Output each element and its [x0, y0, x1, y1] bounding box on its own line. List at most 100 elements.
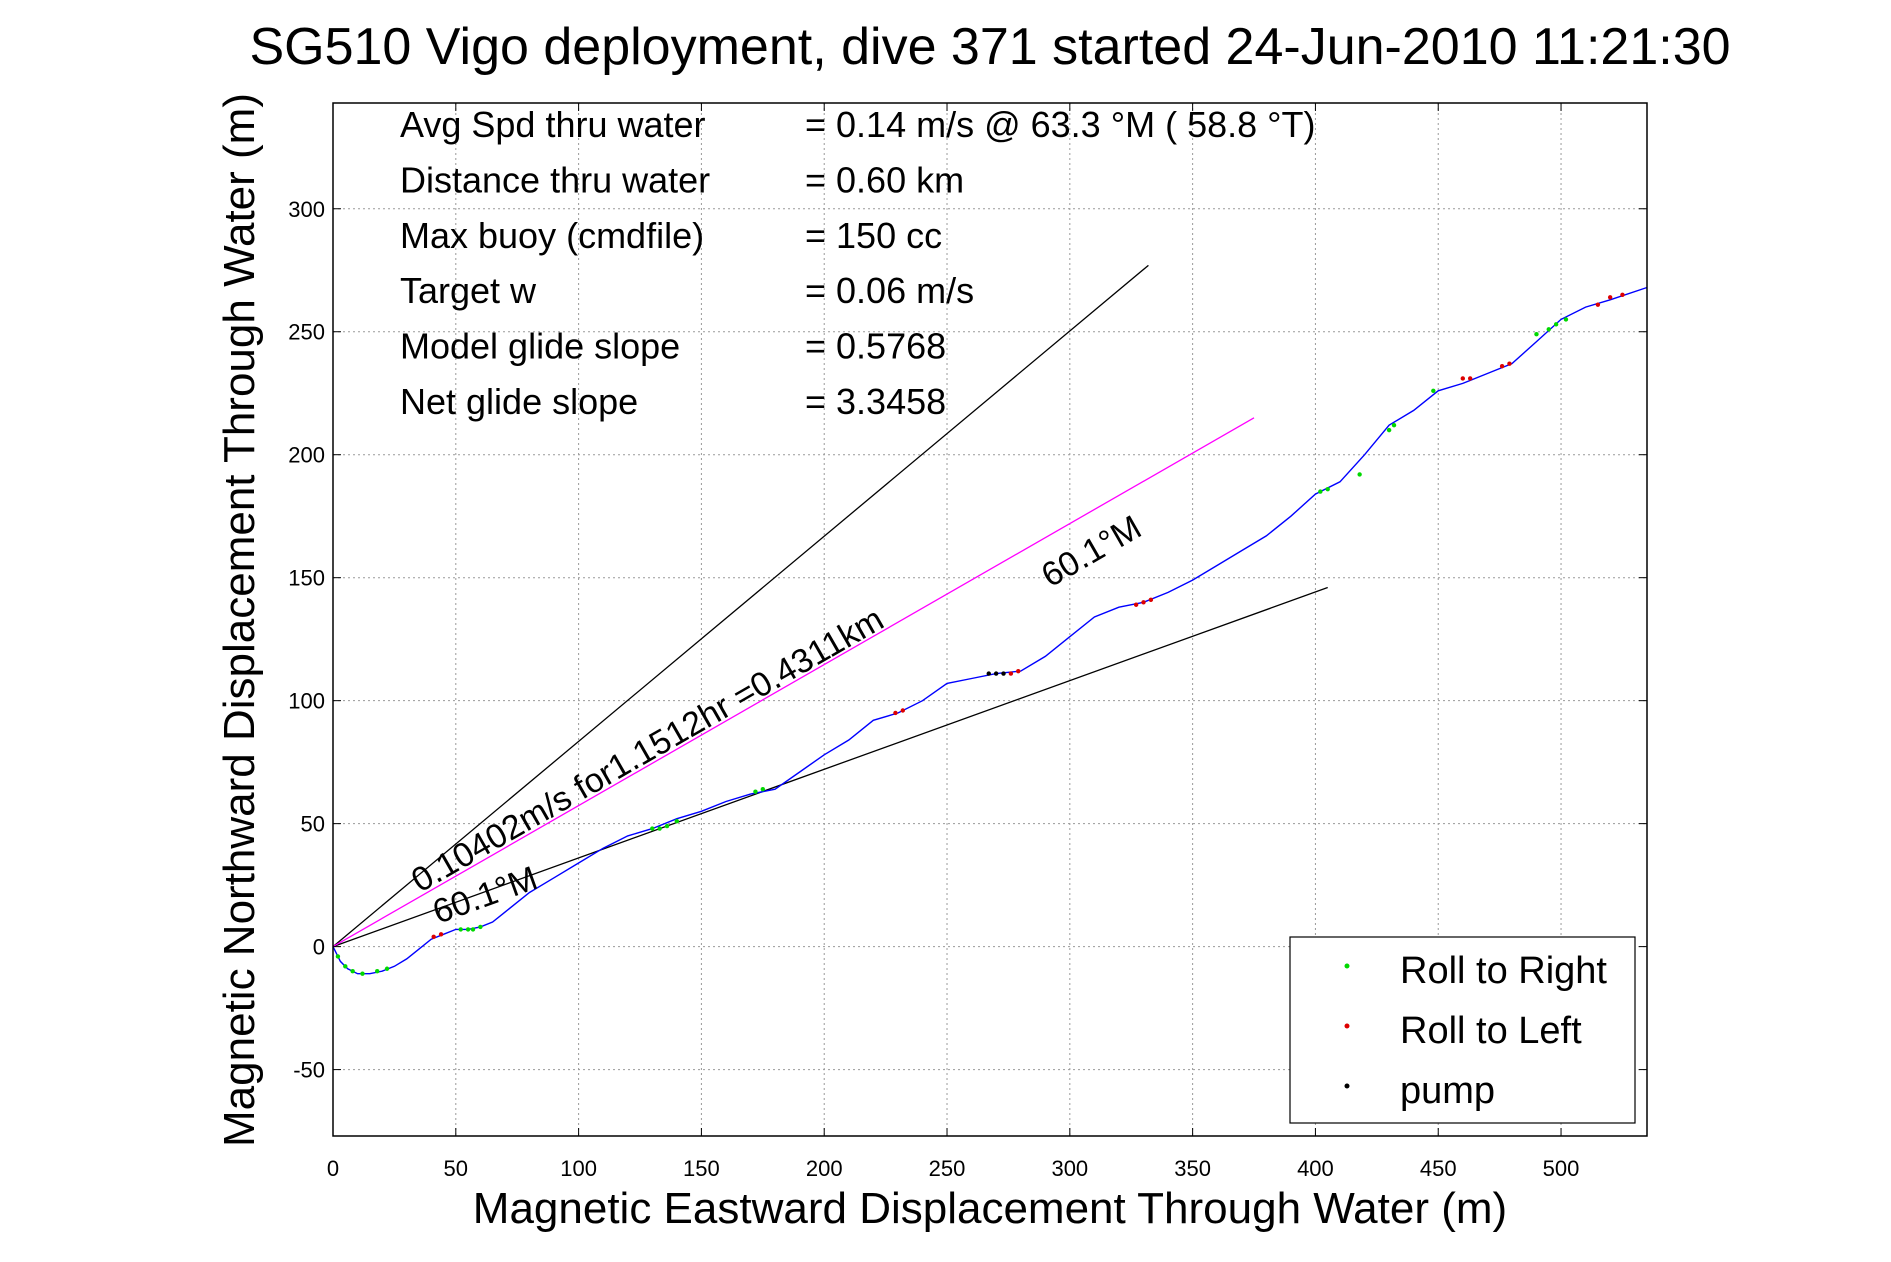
marker-roll-to-left — [1016, 668, 1021, 674]
marker-roll-to-right — [1431, 388, 1436, 393]
x-tick-label: 350 — [1174, 1156, 1211, 1181]
marker-roll-to-right — [470, 927, 476, 932]
marker-roll-to-left — [1148, 597, 1154, 603]
y-ticks: -50 0 50 100 150 200 250 300 — [288, 197, 1647, 1083]
x-tick-label: 250 — [929, 1156, 966, 1181]
legend-marker-pump — [1344, 1083, 1350, 1089]
marker-roll-to-right — [1553, 322, 1559, 327]
marker-roll-to-right — [657, 826, 662, 831]
marker-roll-to-right — [674, 818, 680, 824]
reference-line-glide-envelope-lower — [332, 586, 1328, 948]
marker-roll-to-right — [375, 969, 380, 974]
marker-roll-to-left — [1499, 363, 1505, 369]
marker-roll-to-right — [343, 964, 348, 969]
marker-roll-to-left — [1008, 671, 1014, 676]
marker-roll-to-left — [431, 934, 436, 939]
stat-value: = 0.60 km — [805, 159, 964, 200]
stat-value: = 3.3458 — [805, 381, 946, 422]
marker-roll-to-right — [753, 789, 758, 794]
marker-roll-to-right — [350, 969, 355, 974]
marker-roll-to-right — [458, 927, 463, 932]
marker-roll-to-left — [1141, 600, 1146, 605]
x-tick-label: 0 — [327, 1156, 339, 1181]
x-tick-label: 400 — [1297, 1156, 1334, 1181]
marker-roll-to-right — [760, 787, 766, 792]
plot-frame — [332, 102, 1648, 1137]
stat-label: Net glide slope — [400, 381, 638, 422]
legend-marker-roll-to-left — [1344, 1023, 1350, 1029]
marker-roll-to-left — [1595, 302, 1601, 307]
stat-value: = 0.5768 — [805, 326, 946, 367]
stat-label: Max buoy (cmdfile) — [400, 215, 704, 256]
x-tick-label: 450 — [1420, 1156, 1457, 1181]
marker-roll-to-right — [465, 927, 471, 932]
x-tick-label: 50 — [444, 1156, 468, 1181]
marker-roll-to-right — [1357, 472, 1362, 477]
stat-value: = 0.14 m/s @ 63.3 °M ( 58.8 °T) — [805, 104, 1316, 145]
x-tick-label: 100 — [560, 1156, 597, 1181]
marker-roll-to-right — [1318, 489, 1323, 494]
legend: Roll to Right Roll to Left pump — [1289, 936, 1636, 1124]
y-tick-label: 250 — [288, 320, 325, 345]
marker-roll-to-right — [664, 823, 670, 829]
x-axis-label: Magnetic Eastward Displacement Through W… — [473, 1184, 1507, 1233]
reference-line-current-vector — [332, 417, 1255, 948]
legend-marker-roll-to-right — [1344, 963, 1350, 969]
marker-roll-to-right — [650, 826, 655, 831]
legend-label: Roll to Left — [1400, 1010, 1582, 1052]
marker-roll-to-left — [1460, 376, 1465, 381]
marker-roll-to-left — [900, 708, 906, 713]
stats-block: Avg Spd thru water = 0.14 m/s @ 63.3 °M (… — [400, 104, 1316, 422]
heading-annotation-upper: 60.1°M — [1035, 508, 1148, 595]
marker-roll-to-left — [1133, 602, 1139, 607]
marker-roll-to-right — [478, 924, 483, 930]
marker-roll-to-right — [1563, 317, 1569, 322]
stat-label: Model glide slope — [400, 326, 680, 367]
marker-roll-to-right — [1546, 327, 1551, 332]
series-line — [332, 286, 1648, 975]
stat-value: = 0.06 m/s — [805, 270, 974, 311]
current-annotation: 0.10402m/s for1.1512hr =0.4311km — [405, 600, 890, 900]
legend-label: Roll to Right — [1400, 950, 1607, 992]
x-tick-label: 500 — [1543, 1156, 1580, 1181]
marker-roll-to-right — [1391, 422, 1397, 428]
x-tick-label: 300 — [1051, 1156, 1088, 1181]
x-ticks: 0 50 100 150 200 250 300 350 400 450 500 — [327, 103, 1580, 1181]
y-axis-label: Magnetic Northward Displacement Through … — [215, 93, 264, 1147]
marker-roll-to-right — [1534, 331, 1539, 337]
y-tick-label: 0 — [313, 935, 325, 960]
markers — [335, 292, 1625, 976]
x-tick-label: 150 — [683, 1156, 720, 1181]
marker-roll-to-left — [1607, 295, 1613, 300]
marker-roll-to-right — [360, 971, 365, 976]
reference-lines — [332, 264, 1328, 948]
marker-roll-to-left — [1507, 361, 1512, 366]
marker-pump — [1001, 671, 1006, 676]
stat-label: Avg Spd thru water — [400, 104, 706, 145]
marker-roll-to-left — [893, 710, 898, 716]
reference-line-glide-envelope-upper — [332, 264, 1149, 948]
marker-pump — [993, 671, 999, 676]
marker-pump — [986, 671, 991, 676]
marker-roll-to-right — [1325, 486, 1330, 492]
y-tick-label: -50 — [293, 1058, 325, 1083]
marker-roll-to-left — [1467, 376, 1473, 381]
y-tick-label: 300 — [288, 197, 325, 222]
chart-title: SG510 Vigo deployment, dive 371 started … — [249, 18, 1730, 76]
stat-label: Target w — [400, 270, 537, 311]
stat-label: Distance thru water — [400, 159, 710, 200]
y-tick-label: 200 — [288, 443, 325, 468]
y-tick-label: 50 — [301, 812, 325, 837]
marker-roll-to-right — [384, 966, 390, 971]
legend-label: pump — [1400, 1070, 1495, 1112]
marker-roll-to-right — [1386, 427, 1392, 433]
y-tick-label: 150 — [288, 566, 325, 591]
y-tick-label: 100 — [288, 689, 325, 714]
marker-roll-to-left — [1620, 292, 1625, 298]
x-tick-label: 200 — [806, 1156, 843, 1181]
track-series — [332, 286, 1648, 975]
marker-roll-to-left — [438, 932, 444, 937]
marker-roll-to-right — [335, 954, 341, 959]
stat-value: = 150 cc — [805, 215, 942, 256]
